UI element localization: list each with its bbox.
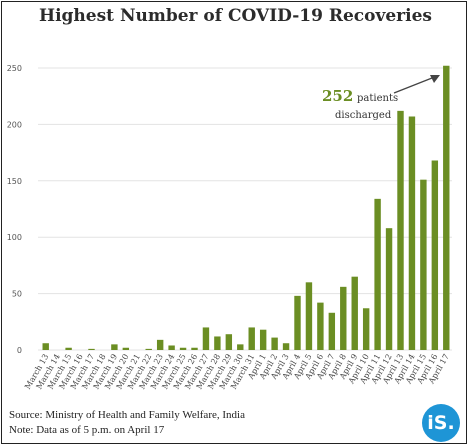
bar: [271, 337, 278, 350]
annotation-text-2: discharged: [335, 110, 392, 121]
bar: [111, 344, 118, 350]
annotation-arrow: [393, 77, 433, 94]
grid-lines: [38, 67, 452, 351]
bar: [42, 343, 49, 350]
bar: [431, 160, 439, 350]
brand-logo: iS.: [422, 404, 460, 442]
y-tick-label: 50: [12, 290, 22, 299]
bar: [237, 344, 244, 350]
annotation-number: 252: [322, 87, 353, 105]
bar: [191, 347, 198, 350]
y-tick-label: 200: [7, 120, 22, 129]
bar: [408, 116, 416, 350]
chart-frame: [1, 1, 467, 444]
bar: [282, 343, 290, 350]
y-tick-labels: 0 50 100 150 200 250: [7, 64, 22, 355]
bars: [42, 65, 450, 350]
bar: [385, 228, 393, 350]
source-text: Source: Ministry of Health and Family We…: [9, 409, 245, 421]
bar: [420, 179, 427, 350]
bar: [225, 334, 233, 350]
bar: [65, 347, 72, 350]
annotation-arrowhead: [430, 75, 440, 83]
bar: [156, 339, 164, 350]
bar: [340, 286, 347, 350]
chart-title: Highest Number of COVID-19 Recoveries: [39, 6, 432, 26]
bar: [294, 295, 301, 350]
y-tick-label: 250: [7, 64, 22, 73]
bar: [362, 308, 370, 350]
annotation: 252 patients discharged: [322, 75, 440, 121]
bar: [351, 276, 358, 350]
annotation-text-1: patients: [357, 93, 398, 104]
bar: [168, 345, 175, 350]
bar: [214, 336, 221, 350]
bar: [305, 282, 313, 350]
bar: [179, 347, 187, 350]
bar: [145, 348, 152, 350]
bar: [202, 327, 210, 350]
y-tick-label: 150: [7, 177, 22, 186]
bar: [122, 347, 130, 350]
y-tick-label: 100: [7, 233, 22, 242]
bar: [443, 65, 450, 350]
bar: [374, 198, 381, 350]
y-tick-label: 0: [17, 346, 22, 355]
bar: [88, 348, 95, 350]
bar: [317, 302, 324, 350]
bar: [397, 110, 404, 350]
note-text: Note: Data as of 5 p.m. on April 17: [9, 424, 165, 436]
bar: [259, 329, 267, 350]
bar: [248, 327, 255, 350]
bar: [328, 312, 336, 350]
